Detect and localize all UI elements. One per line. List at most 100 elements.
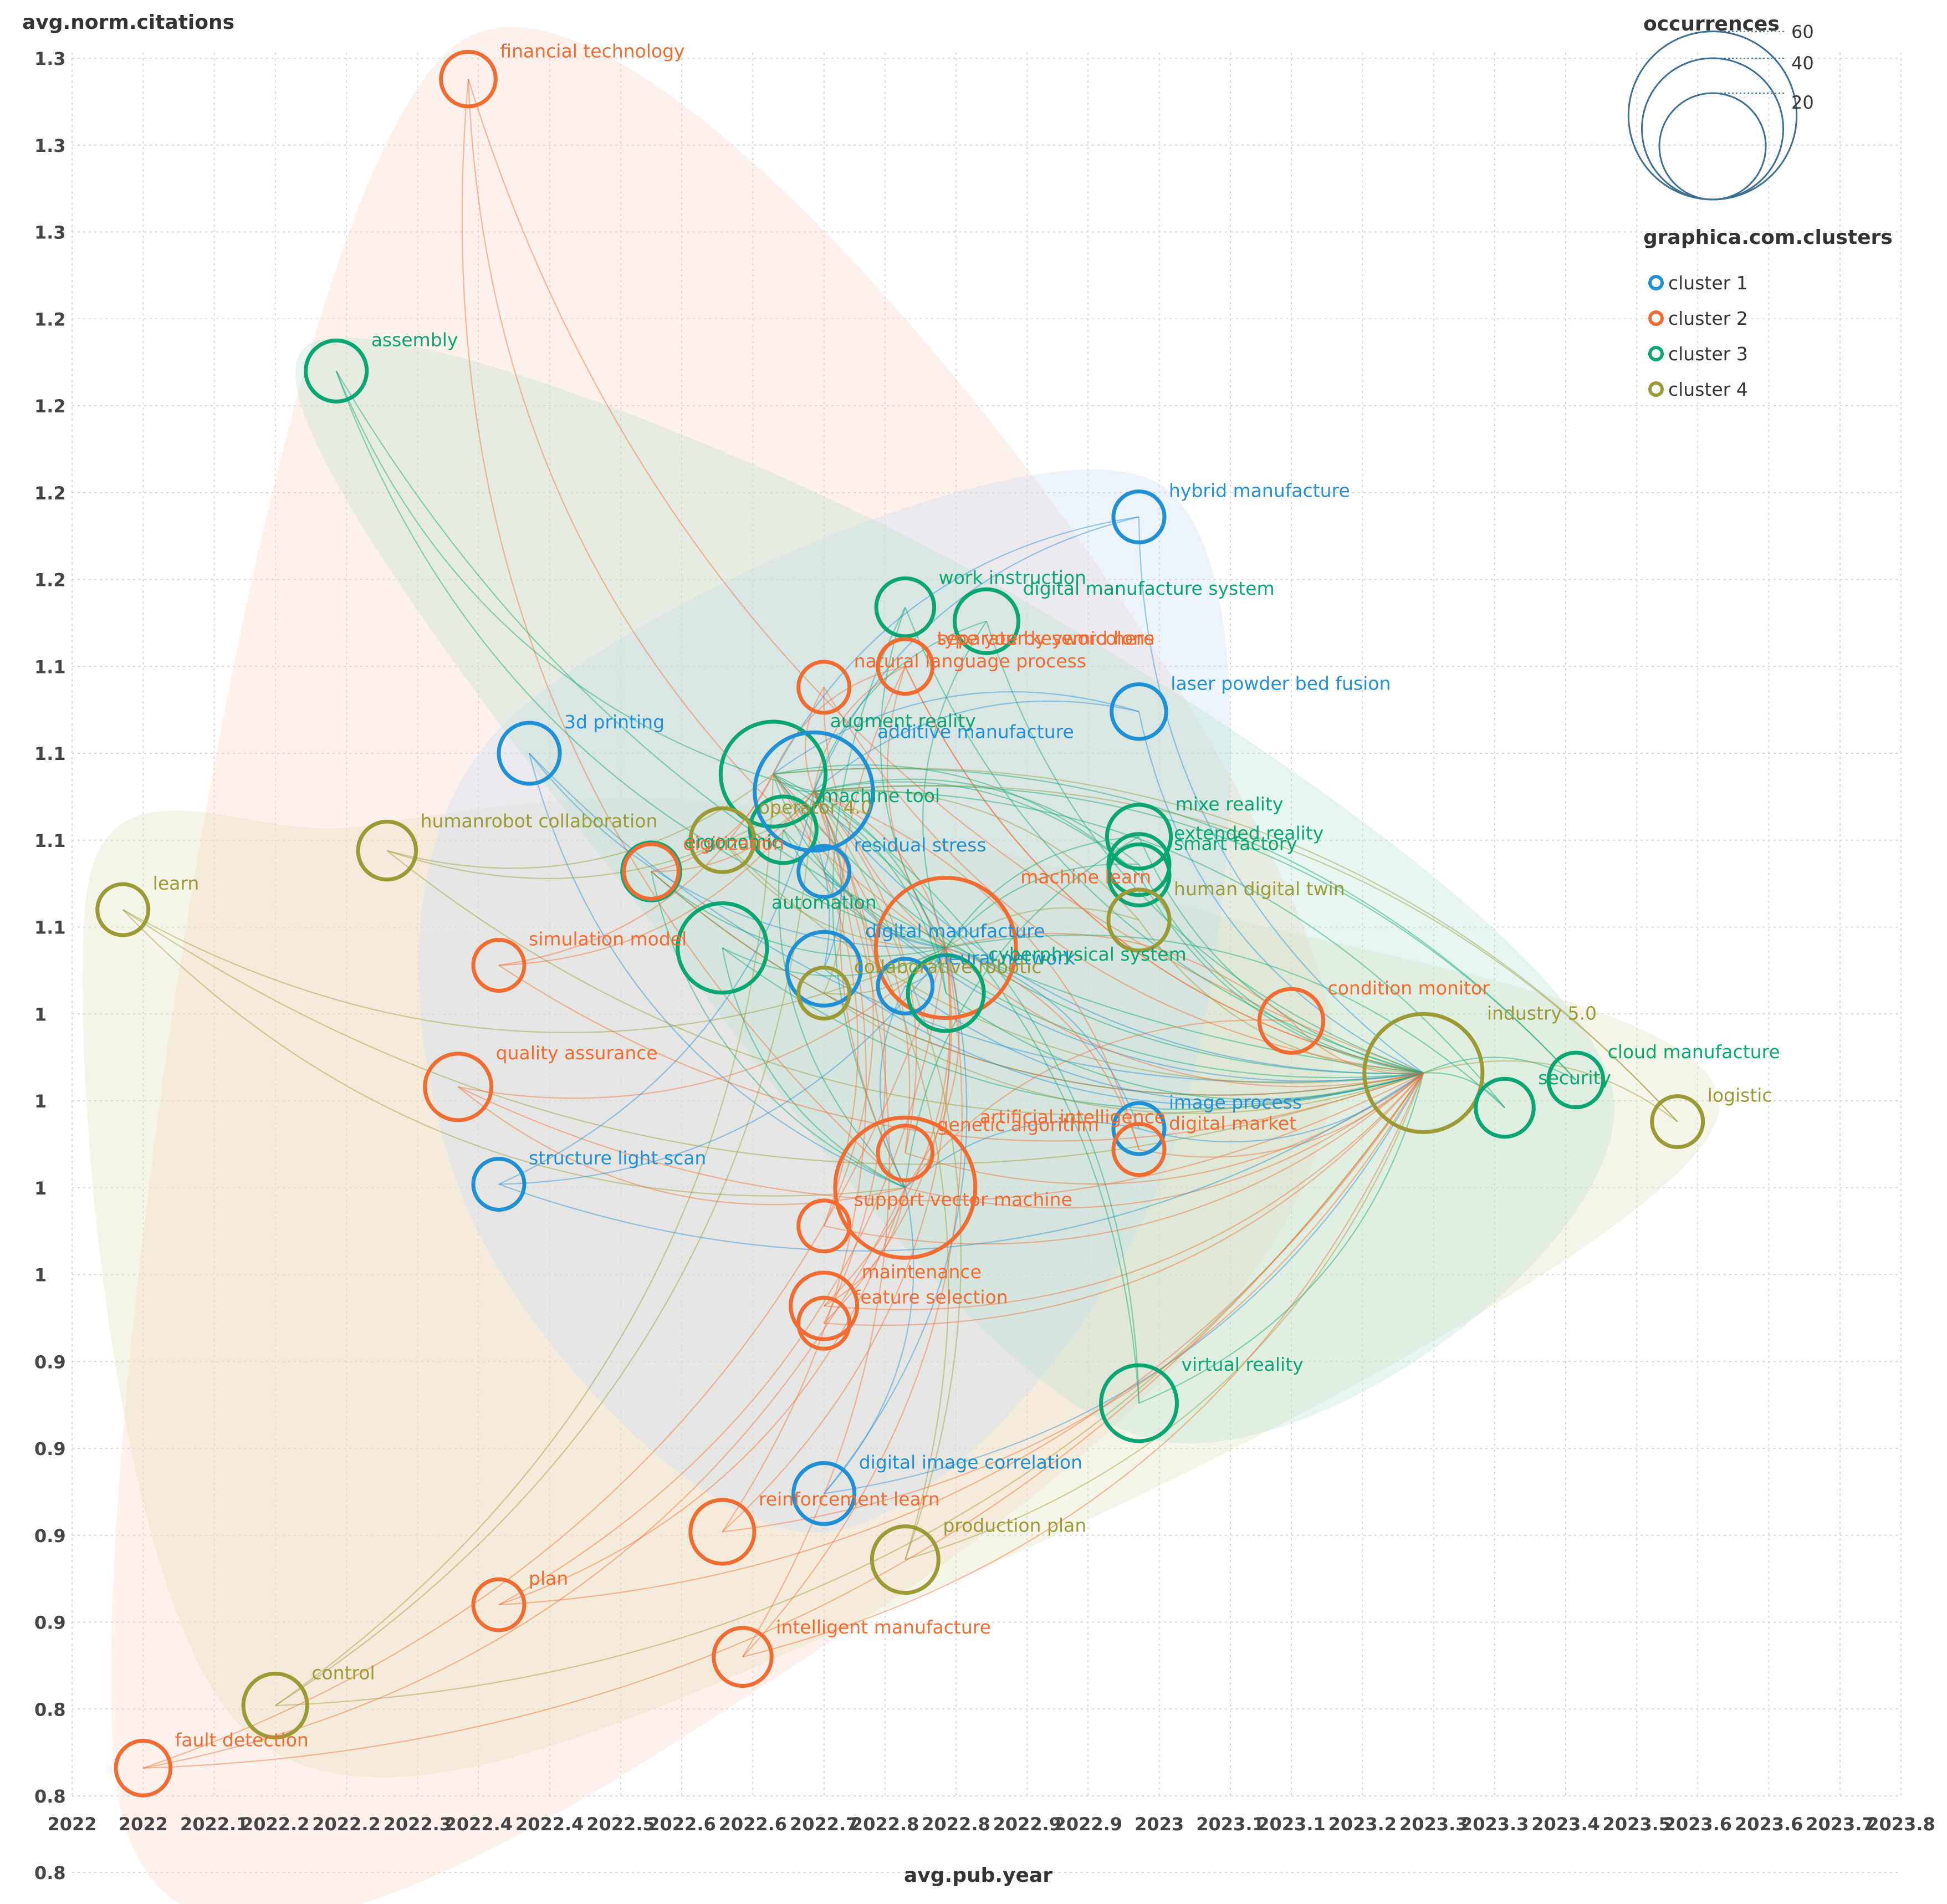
x-tick-label: 2023.3 [1399, 1814, 1468, 1835]
node-label: industry 5.0 [1487, 1002, 1597, 1024]
node-label: security [1538, 1067, 1611, 1089]
connection-line [946, 992, 1424, 1100]
node-label: extended reality [1174, 823, 1323, 844]
y-tick-label: 0.8 [34, 1786, 66, 1807]
connection-line [813, 791, 1424, 1074]
connection-line [275, 774, 774, 1706]
node-bubble[interactable] [688, 1498, 757, 1566]
connection-line [386, 791, 814, 879]
node-bubble[interactable] [718, 719, 828, 829]
node-bubble[interactable] [1111, 1101, 1167, 1156]
node-bubble[interactable] [1111, 1122, 1167, 1177]
cluster-legend-marker [1648, 381, 1664, 397]
node-bubble[interactable] [796, 660, 852, 715]
connection-line [498, 964, 1424, 1142]
node-bubble[interactable] [876, 1124, 935, 1182]
node-bubble[interactable] [833, 1115, 978, 1260]
node-bubble[interactable] [952, 587, 1021, 655]
node-bubble[interactable] [688, 806, 757, 874]
node-label: 3d printing [564, 711, 665, 733]
connection-line [498, 791, 815, 1185]
node-bubble[interactable] [712, 1626, 774, 1688]
node-bubble[interactable] [304, 338, 369, 404]
node-bubble[interactable] [1106, 887, 1172, 953]
node-bubble[interactable] [873, 876, 1018, 1020]
connection-line [143, 1073, 1424, 1769]
node-bubble[interactable] [471, 1577, 527, 1632]
connection-line [1138, 1073, 1424, 1404]
size-legend: 60 40 20 [1627, 22, 1814, 201]
node-bubble[interactable] [876, 637, 935, 696]
node-bubble[interactable] [870, 1524, 941, 1595]
connection-line [823, 947, 968, 1494]
connection-line [904, 607, 1424, 1074]
node-bubble[interactable] [753, 730, 875, 853]
connection-line [814, 789, 1139, 921]
connection-line [772, 666, 906, 775]
connection-line [823, 871, 1424, 1082]
node-bubble[interactable] [785, 930, 863, 1008]
connection-line [1423, 1072, 1505, 1109]
node-label: mixe reality [1176, 793, 1284, 815]
node-bubble[interactable] [1099, 1363, 1179, 1443]
node-bubble[interactable] [439, 49, 498, 109]
connection-line [722, 791, 867, 1533]
x-tick-label: 2022.9 [1054, 1814, 1122, 1835]
node-bubble[interactable] [423, 1051, 494, 1122]
node-label: support vector machine [854, 1189, 1072, 1211]
y-tick-label: 1.1 [34, 830, 66, 851]
node-bubble[interactable] [876, 957, 935, 1015]
node-bubble[interactable] [622, 842, 681, 901]
node-bubble[interactable] [796, 1295, 852, 1351]
node-bubble[interactable] [1650, 1094, 1705, 1150]
connection-line [722, 947, 951, 1533]
node-bubble[interactable] [748, 794, 819, 865]
connection-line [335, 370, 814, 793]
node-bubble[interactable] [1257, 987, 1326, 1055]
node-bubble[interactable] [796, 844, 852, 899]
node-bubble[interactable] [1111, 489, 1167, 545]
connection-line [823, 1187, 914, 1494]
node-bubble[interactable] [676, 901, 769, 995]
node-bubble[interactable] [114, 1739, 173, 1798]
node-bubble[interactable] [1546, 1050, 1606, 1110]
node-bubble[interactable] [1106, 842, 1172, 907]
node-bubble[interactable] [471, 1156, 527, 1212]
node-label: machine tool [821, 785, 940, 806]
cluster-legend-title: graphica.com.clusters [1643, 226, 1893, 249]
node-bubble[interactable] [906, 953, 986, 1033]
node-label: collaborative robotic [854, 956, 1042, 978]
connection-line [773, 774, 858, 1227]
node-bubble[interactable] [1105, 803, 1173, 871]
node-label: production plan [943, 1515, 1086, 1537]
connection-line [722, 840, 1424, 1084]
node-bubble[interactable] [241, 1671, 309, 1740]
node-bubble[interactable] [356, 819, 418, 882]
node-label: artificial intelligence [980, 1106, 1166, 1127]
node-bubble[interactable] [789, 1270, 860, 1341]
connection-line [773, 767, 1678, 1122]
node-bubble[interactable] [95, 882, 151, 937]
connection-line [1423, 1060, 1678, 1122]
connection-line [904, 1019, 1292, 1188]
connection-line [813, 791, 1140, 1403]
connection-line [904, 1073, 1424, 1560]
node-bubble[interactable] [497, 721, 562, 786]
node-bubble[interactable] [874, 576, 937, 639]
connection-line [461, 79, 906, 1188]
node-bubble[interactable] [791, 1461, 857, 1527]
node-bubble[interactable] [796, 1198, 852, 1254]
node-bubble[interactable] [1110, 682, 1168, 741]
connection-line [813, 790, 947, 948]
y-axis-title: avg.norm.citations [22, 11, 234, 34]
node-bubble[interactable] [1474, 1076, 1536, 1139]
x-tick-label: 2022.5 [586, 1814, 655, 1835]
size-legend-label: 20 [1791, 92, 1814, 113]
x-tick-label: 2023.5 [1603, 1814, 1671, 1835]
connection-line [945, 947, 1424, 1088]
y-tick-label: 1.1 [34, 917, 66, 938]
node-bubble[interactable] [796, 966, 852, 1021]
node-bubble[interactable] [1362, 1012, 1485, 1134]
node-bubble[interactable] [471, 937, 527, 993]
